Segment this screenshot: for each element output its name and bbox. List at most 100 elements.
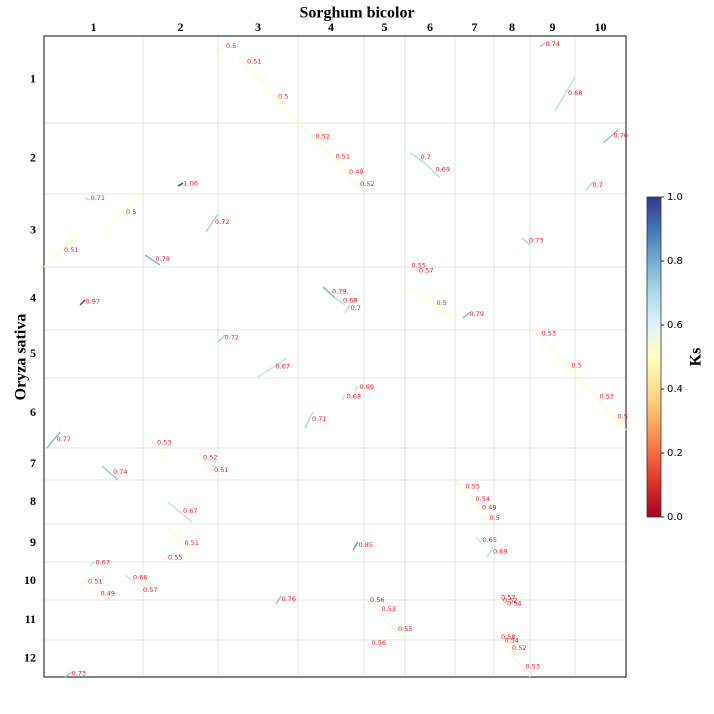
ks-label: 0.57	[143, 586, 157, 594]
ks-label: 0.56	[372, 639, 386, 647]
ks-label: 0.68	[343, 297, 357, 305]
synteny-segment	[64, 671, 73, 678]
ks-label: 0.74	[546, 40, 560, 48]
ks-label: 0.5	[278, 93, 288, 101]
ks-label: 0.51	[185, 539, 199, 547]
synteny-segment	[474, 504, 484, 513]
ks-label: 0.5	[437, 299, 447, 307]
synteny-segment	[486, 547, 494, 558]
y-chromosome-label: 4	[30, 290, 36, 304]
ks-label: 0.54	[476, 495, 490, 503]
y-chromosome-label: 12	[24, 650, 36, 664]
synteny-segment	[275, 595, 282, 605]
synteny-segment	[341, 394, 346, 401]
ks-label: 0.57	[419, 267, 433, 275]
synteny-segment	[339, 167, 353, 179]
ks-label: 1.06	[184, 180, 198, 188]
ks-label: 0.49	[482, 504, 496, 512]
x-chromosome-label: 7	[472, 20, 478, 34]
ks-label: 0.79	[332, 288, 346, 296]
x-chromosome-label: 8	[509, 20, 515, 34]
synteny-segment	[167, 501, 193, 523]
synteny-segment	[204, 461, 218, 481]
x-chromosome-label: 3	[255, 20, 261, 34]
ks-label: 0.5	[226, 42, 236, 50]
synteny-segment	[299, 124, 326, 151]
synteny-segment	[334, 297, 346, 306]
ks-label: 0.76	[614, 132, 628, 140]
ks-label: 0.53	[157, 439, 171, 447]
synteny-segment	[89, 561, 96, 566]
colorbar-tick-label: 0.0	[667, 512, 683, 523]
ks-label: 0.71	[91, 194, 105, 202]
synteny-segment	[161, 556, 169, 561]
ks-label: 0.5	[490, 514, 500, 522]
synteny-segment	[602, 404, 627, 431]
ks-label: 0.66	[133, 574, 147, 582]
x-chromosome-label: 5	[382, 20, 388, 34]
ks-label: 0.67	[276, 363, 290, 371]
colorbar-tick-label: 0.8	[667, 256, 683, 267]
synteny-segment	[257, 357, 288, 378]
ks-label: 0.77	[57, 435, 71, 443]
ks-label: 0.51	[64, 246, 78, 254]
synteny-segment	[404, 264, 413, 269]
x-chromosome-label: 4	[328, 20, 334, 34]
ks-label: 0.51	[336, 153, 350, 161]
synteny-segment	[361, 637, 376, 651]
synteny-segment	[411, 269, 421, 274]
synteny-segment	[344, 304, 351, 314]
synteny-segment	[205, 213, 219, 233]
synteny-segment	[102, 193, 144, 233]
ks-label: 0.54	[505, 637, 519, 645]
synteny-segment	[475, 536, 484, 546]
synteny-segment	[462, 311, 471, 319]
synteny-segment	[546, 342, 591, 391]
y-chromosome-label: 10	[24, 573, 36, 587]
synteny-segment	[43, 234, 79, 268]
ks-label: 0.74	[113, 468, 127, 476]
ks-label: 0.49	[349, 168, 363, 176]
ks-label: 0.69	[436, 166, 450, 174]
synteny-segment	[424, 162, 441, 179]
ks-label: 0.78	[156, 255, 170, 263]
ks-label: 0.53	[542, 330, 556, 338]
ks-label: 0.71	[312, 415, 326, 423]
x-chromosome-label: 9	[550, 20, 556, 34]
ks-label: 0.51	[247, 58, 261, 66]
x-chromosome-label: 2	[178, 20, 184, 34]
synteny-segment	[354, 385, 359, 391]
ks-label: 0.73	[72, 670, 86, 678]
colorbar-title: Ks	[688, 348, 705, 367]
ks-label: 0.51	[214, 466, 228, 474]
synteny-segment	[322, 286, 336, 299]
ks-label: 0.69	[360, 383, 374, 391]
synteny-segment	[46, 431, 61, 449]
ks-label: 0.55	[398, 625, 412, 633]
ks-label: 0.49	[101, 590, 115, 598]
synteny-segment	[167, 527, 196, 561]
synteny-segment	[177, 182, 184, 187]
y-chromosome-label: 5	[30, 346, 36, 360]
synteny-segment	[521, 237, 531, 246]
ks-label: 0.58	[501, 633, 515, 641]
colorbar-tick-label: 0.6	[667, 320, 683, 331]
synteny-segment	[411, 287, 456, 321]
x-chromosome-label: 1	[91, 20, 97, 34]
synteny-segment	[352, 541, 359, 551]
synteny-segment	[144, 254, 161, 266]
synteny-segment	[495, 635, 501, 641]
y-chromosome-label: 9	[30, 535, 36, 549]
synteny-segment	[324, 149, 341, 166]
ks-label: 0.53	[526, 663, 540, 671]
ks-label: 0.7	[351, 304, 361, 312]
ks-label: 0.69	[493, 548, 507, 556]
ks-label: 0.5	[572, 362, 582, 370]
synteny-segment	[361, 596, 373, 606]
synteny-segment	[194, 454, 206, 463]
ks-label: 0.68	[347, 393, 361, 401]
ks-label: 0.72	[215, 218, 229, 226]
ks-label: 0.5	[618, 413, 628, 421]
y-chromosome-label: 3	[30, 222, 36, 236]
ks-label: 0.68	[568, 89, 582, 97]
